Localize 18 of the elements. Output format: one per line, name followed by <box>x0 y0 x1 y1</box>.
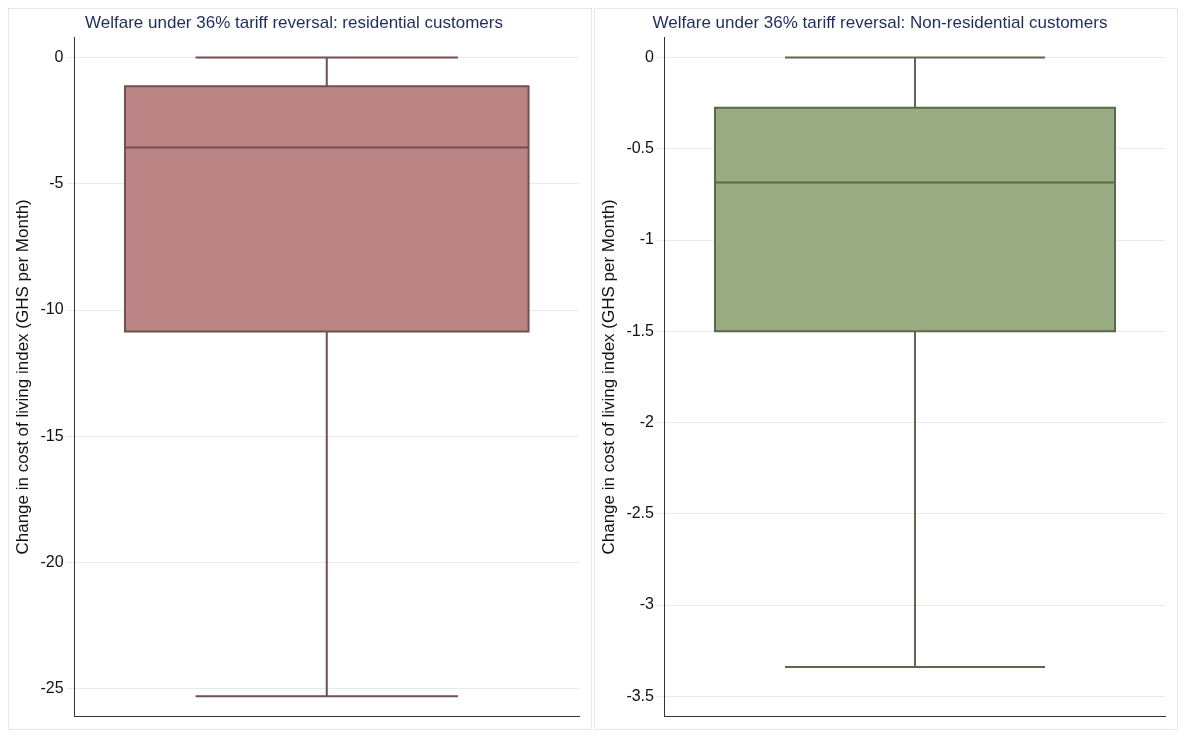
y-axis-title: Change in cost of living index (GHS per Month) <box>12 199 32 555</box>
y-tick-label: -10 <box>40 300 64 318</box>
y-tick-label: 0 <box>54 48 64 65</box>
y-tick-label: -3.5 <box>626 686 655 704</box>
y-tick-label: -15 <box>40 426 64 444</box>
y-axis-title: Change in cost of living index (GHS per Month) <box>598 199 618 555</box>
chart-title: Welfare under 36% tariff reversal: residential customers <box>85 12 503 32</box>
y-tick-label: -5 <box>49 174 64 192</box>
y-tick-label: -25 <box>40 679 64 697</box>
y-tick-label: -1 <box>639 230 655 248</box>
y-tick-label: -20 <box>40 552 64 570</box>
y-tick-label: -3 <box>639 595 655 613</box>
y-tick-label: -1.5 <box>626 321 655 339</box>
y-tick-label: -2.5 <box>626 504 655 522</box>
chart-title: Welfare under 36% tariff reversal: Non-residential customers <box>652 12 1108 32</box>
y-tick-label: 0 <box>645 47 655 65</box>
y-tick-label: -2 <box>639 412 655 430</box>
y-tick-label: -0.5 <box>626 139 655 157</box>
